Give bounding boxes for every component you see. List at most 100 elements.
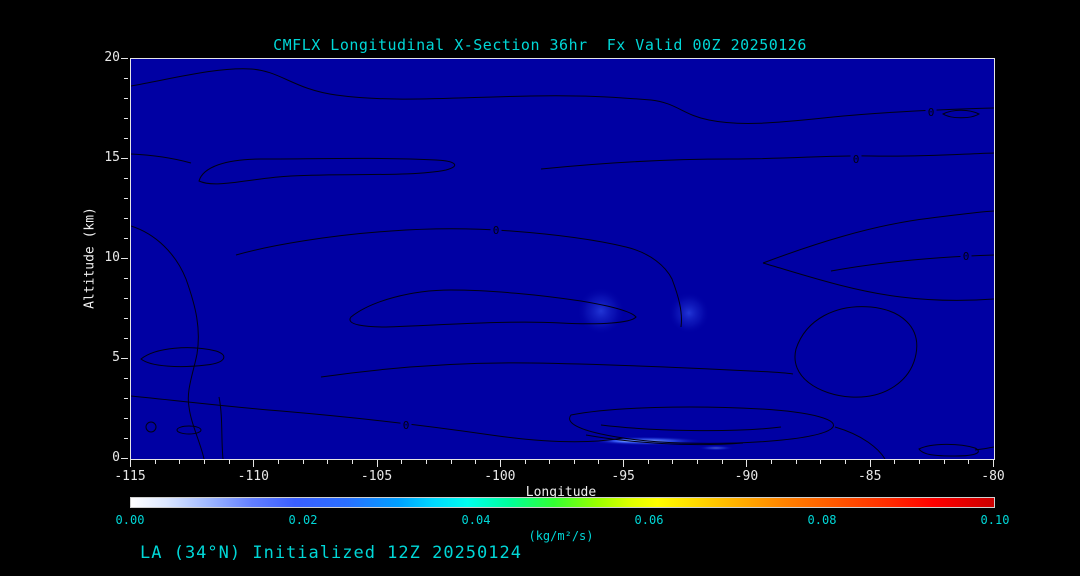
contour-label: 0 <box>928 106 935 119</box>
contour-line <box>198 157 456 185</box>
x-axis-tick <box>771 460 773 464</box>
contour-line <box>140 347 225 368</box>
contour-line <box>349 289 637 328</box>
plot-area: 0 0 0 0 0 <box>130 58 995 460</box>
contour-line <box>918 443 979 457</box>
x-axis-tick <box>130 460 131 467</box>
x-axis-tick <box>228 460 230 464</box>
x-axis-tick <box>376 460 378 467</box>
x-axis-tick <box>401 460 403 464</box>
y-axis-tick <box>124 138 128 139</box>
x-axis-tick <box>795 460 797 464</box>
x-axis-tick <box>919 460 921 464</box>
contour-line <box>830 254 994 272</box>
contour-label: 0 <box>403 419 410 432</box>
contour-line <box>176 425 202 435</box>
x-axis-tick <box>524 460 526 464</box>
y-axis-tick <box>124 198 128 199</box>
y-tick-label: 20 <box>104 50 120 65</box>
y-axis-tick <box>124 118 128 119</box>
y-axis-tick <box>121 58 128 59</box>
chart-title: CMFLX Longitudinal X-Section 36hr Fx Val… <box>273 36 807 54</box>
contour-line <box>834 426 886 459</box>
contour-line <box>585 434 744 446</box>
x-axis-tick <box>943 460 945 464</box>
y-axis-tick <box>124 78 128 79</box>
contour-line <box>794 306 918 398</box>
x-axis-tick <box>746 460 748 467</box>
contour-lines-svg: 0 0 0 0 0 <box>131 68 994 459</box>
y-tick-label: 0 <box>112 450 120 465</box>
y-axis-tick <box>124 298 128 299</box>
contour-line <box>941 109 981 119</box>
contour-line <box>320 362 794 378</box>
y-axis-title: Altitude (km) <box>82 207 98 309</box>
colorbar-tick-label: 0.10 <box>980 513 1010 527</box>
x-axis-tick <box>425 460 427 464</box>
low-level-flux-streak <box>698 445 734 451</box>
y-axis-tick <box>124 378 128 379</box>
x-axis-tick <box>623 460 625 467</box>
contour-line <box>131 225 205 459</box>
x-axis-tick <box>351 460 353 464</box>
x-axis-title: Longitude <box>525 485 597 500</box>
y-tick-label: 5 <box>112 350 120 365</box>
x-axis-tick <box>277 460 279 464</box>
x-tick-label: -100 <box>484 469 516 484</box>
x-axis-tick <box>647 460 649 464</box>
y-axis-tick <box>124 338 128 339</box>
x-axis-tick <box>179 460 181 464</box>
y-axis-tick <box>121 258 128 259</box>
x-axis-tick <box>327 460 329 464</box>
contour-label: 0 <box>493 224 500 237</box>
y-axis-tick <box>124 178 128 179</box>
x-axis-tick <box>845 460 847 464</box>
x-axis-tick <box>697 460 699 464</box>
x-axis-tick <box>253 460 255 467</box>
contour-label-group: 0 0 0 0 0 <box>400 105 972 432</box>
contour-line <box>600 424 782 432</box>
y-axis-tick <box>121 158 128 159</box>
x-axis-tick <box>573 460 575 464</box>
x-axis-tick <box>672 460 674 464</box>
x-tick-label: -105 <box>360 469 393 484</box>
contour-line <box>131 153 192 164</box>
contour-line <box>762 210 994 264</box>
contour-line <box>540 152 994 170</box>
x-tick-label: -80 <box>981 469 1005 484</box>
y-tick-label: 10 <box>104 250 120 265</box>
y-tick-label: 15 <box>104 150 120 165</box>
contour-line <box>569 406 834 444</box>
x-axis-tick <box>302 460 304 464</box>
colorbar-tick-label: 0.02 <box>288 513 318 527</box>
colorbar-tick-label: 0.04 <box>461 513 491 527</box>
contour-line <box>145 421 157 433</box>
colorbar-gradient <box>130 497 995 508</box>
contour-line <box>131 68 994 124</box>
y-axis-tick <box>121 458 128 459</box>
y-axis-tick <box>124 318 128 319</box>
x-tick-label: -95 <box>611 469 635 484</box>
colorbar-tick-label: 0.08 <box>807 513 837 527</box>
x-axis-tick <box>968 460 970 464</box>
flux-patch <box>668 292 710 334</box>
x-tick-label: -85 <box>857 469 882 484</box>
y-axis-tick <box>121 358 128 359</box>
contour-line <box>218 396 224 459</box>
contour-line <box>762 262 994 301</box>
x-axis-tick <box>154 460 156 464</box>
y-axis-tick <box>124 398 128 399</box>
x-axis-tick <box>475 460 477 464</box>
x-tick-label: -90 <box>734 469 759 484</box>
colorbar-tick-label: 0.06 <box>634 513 664 527</box>
x-tick-label: -110 <box>237 469 269 484</box>
y-axis-tick <box>124 438 128 439</box>
x-axis-tick <box>499 460 501 467</box>
x-axis-tick <box>869 460 871 467</box>
contour-label: 0 <box>963 250 970 263</box>
x-axis-tick <box>598 460 600 464</box>
x-axis-tick <box>549 460 551 464</box>
flux-patch <box>577 287 625 335</box>
x-axis-tick <box>993 460 994 467</box>
